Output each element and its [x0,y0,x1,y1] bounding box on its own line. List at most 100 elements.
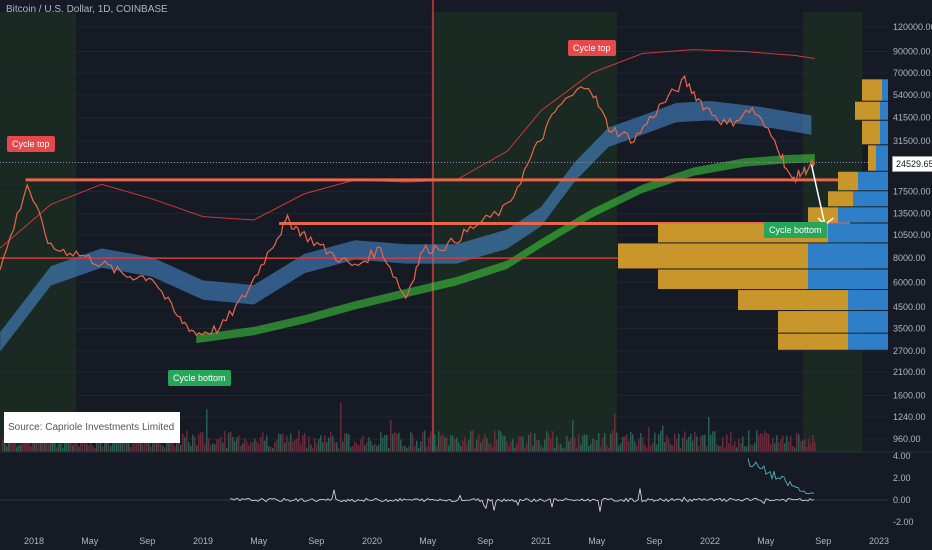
oscillator-tick-label: 4.00 [893,451,911,461]
volume-profile-bar [876,145,888,171]
volume-bar [482,439,484,452]
volume-bar [734,441,736,452]
oscillator-line [229,488,815,512]
volume-bar [768,433,770,452]
volume-bar [570,438,572,452]
volume-bar [126,434,128,452]
volume-bar [804,438,806,452]
volume-bar [748,430,750,452]
volume-bar [652,442,654,452]
volume-bar [308,436,310,452]
volume-bar [662,425,664,452]
volume-bar [814,442,816,452]
volume-bar [130,447,132,452]
volume-bar [620,443,622,452]
volume-bar [204,443,206,452]
volume-bar [802,440,804,452]
volume-bar [516,443,518,452]
x-tick-label: 2018 [24,536,44,546]
volume-bar [750,444,752,452]
volume-bar [736,447,738,452]
volume-bar [352,445,354,452]
volume-bar [726,434,728,452]
volume-bar [298,430,300,452]
volume-bar [398,432,400,452]
y-tick-label: 13500.00 [893,208,931,218]
volume-bar [78,446,80,452]
x-tick-label: 2021 [531,536,551,546]
volume-bar [580,444,582,452]
volume-bar [384,435,386,452]
y-tick-label: 70000.00 [893,68,931,78]
oscillator-tick-label: -2.00 [893,517,914,527]
volume-bar [806,446,808,452]
volume-bar [330,431,332,452]
volume-bar [278,433,280,452]
volume-bar [452,435,454,452]
volume-bar [742,436,744,452]
volume-bar [586,434,588,452]
volume-bar [418,447,420,452]
x-tick-label: 2023 [869,536,889,546]
volume-bar [420,441,422,452]
volume-bar [280,434,282,452]
volume-profile-bar [828,223,888,243]
volume-bar [348,434,350,452]
volume-bar [48,443,50,452]
volume-bar [150,446,152,452]
volume-profile-bar [778,311,848,333]
volume-bar [92,446,94,452]
volume-bar [164,447,166,452]
volume-bar [6,446,8,452]
volume-bar [510,441,512,452]
volume-bar [22,435,24,452]
volume-bar [360,439,362,452]
volume-bar [664,442,666,452]
volume-bar [628,441,630,452]
volume-bar [638,439,640,452]
volume-bar [746,446,748,452]
volume-bar [694,432,696,452]
volume-bar [294,439,296,452]
volume-bar [682,437,684,452]
volume-bar [532,446,534,452]
volume-bar [546,431,548,452]
volume-bar [254,438,256,452]
volume-bar [808,438,810,452]
volume-bar [486,438,488,452]
volume-bar [536,439,538,452]
volume-bar [582,435,584,452]
volume-profile-bar [862,79,882,101]
volume-bar [544,439,546,452]
volume-bar [28,434,30,452]
volume-bar [18,445,20,452]
volume-bar [408,445,410,452]
oscillator-signal-line [747,458,815,494]
volume-bar [422,432,424,452]
volume-bar [10,436,12,452]
volume-bar [58,444,60,452]
x-tick-label: 2019 [193,536,213,546]
volume-bar [692,440,694,452]
volume-bar [438,431,440,452]
volume-bar [256,441,258,452]
volume-bar [276,440,278,452]
volume-bar [306,447,308,452]
volume-bar [288,441,290,452]
volume-bar [630,431,632,452]
volume-bar [594,439,596,452]
volume-bar [336,442,338,452]
volume-bar [236,437,238,452]
volume-bar [388,447,390,452]
y-tick-label: 3500.00 [893,324,926,334]
volume-bar [788,441,790,452]
volume-bar [208,438,210,452]
volume-bar [142,443,144,452]
volume-bar [758,435,760,452]
volume-bar [496,439,498,452]
volume-bar [514,447,516,452]
volume-bar [374,443,376,452]
volume-bar [760,433,762,452]
volume-bar [690,433,692,452]
